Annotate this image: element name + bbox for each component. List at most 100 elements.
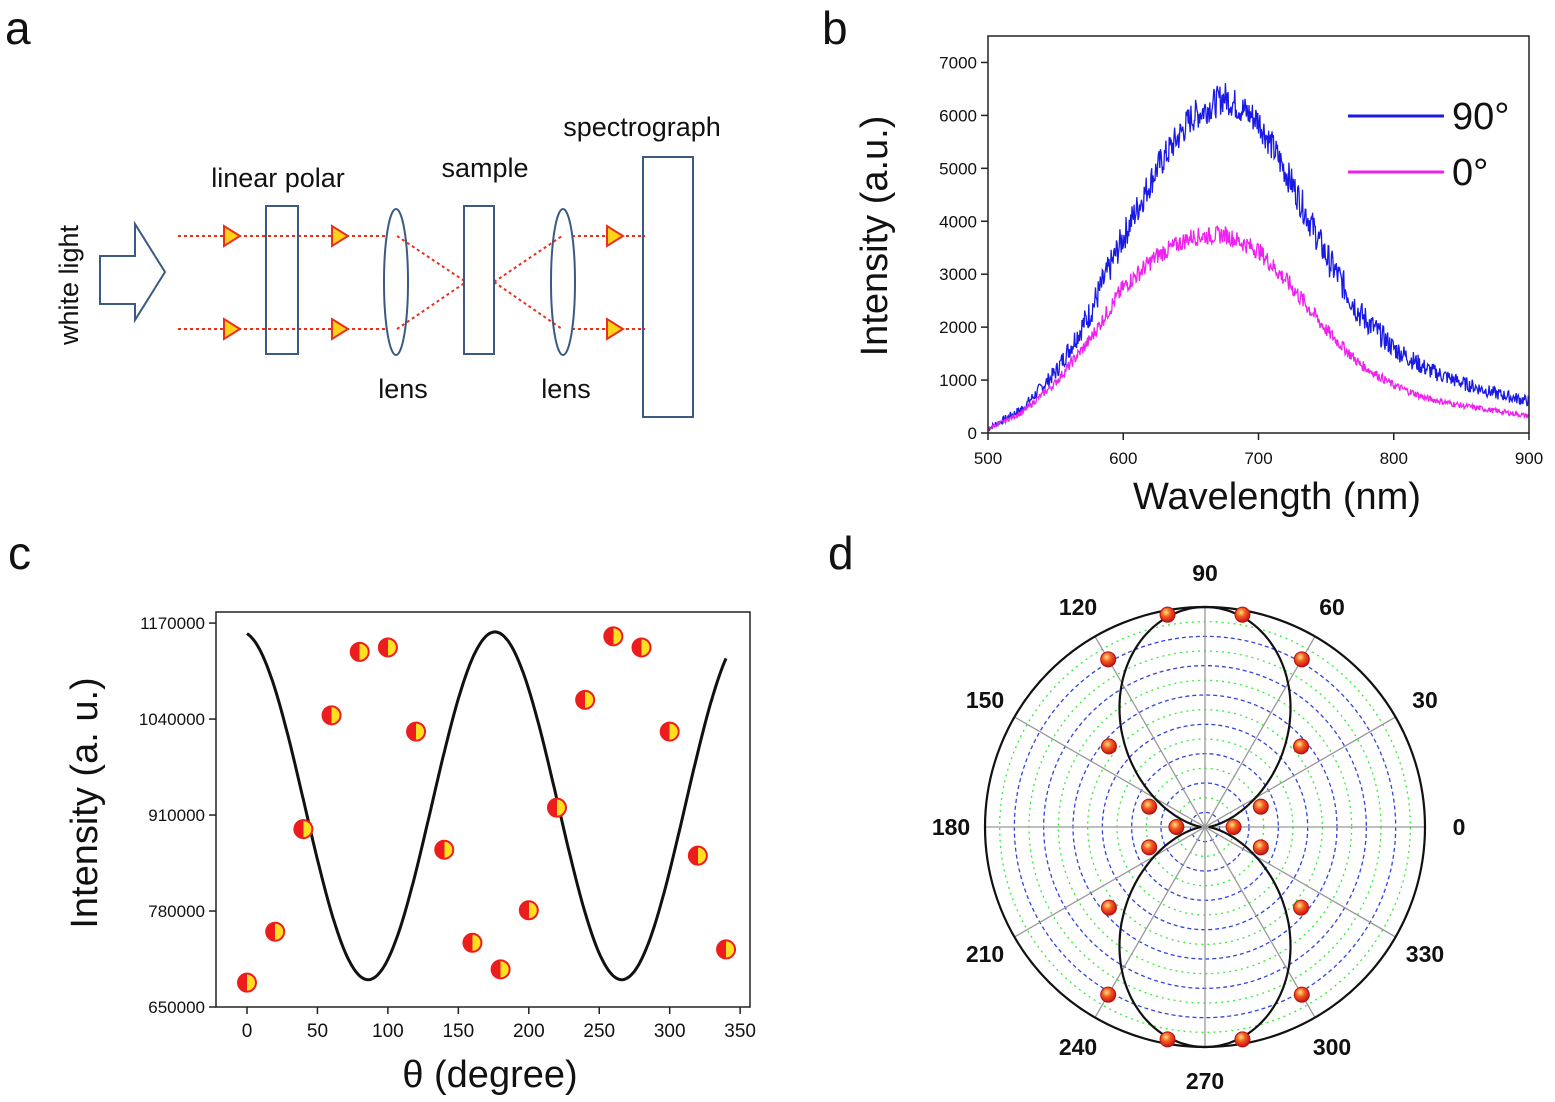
c-ytick-label: 780000 (148, 902, 205, 921)
panel-c-angle-chart: c 0 50 100 150 200 250 300 350 650000 780000 91000… (8, 527, 756, 1096)
panel-b-spectra-chart: b 500 600 700 800 900 0 1000 2000 3000 4000 5000 60… (822, 2, 1543, 518)
c-data-point (349, 641, 370, 662)
c-fit-line (246, 630, 728, 982)
d-angle-label: 0 (1453, 814, 1466, 840)
spectrograph-label: spectrograph (563, 112, 721, 142)
b-xtick-label: 500 (974, 449, 1002, 468)
d-data-point (1225, 819, 1242, 835)
c-ytick-label: 650000 (148, 998, 205, 1017)
d-angle-label: 180 (932, 814, 970, 840)
legend-label-0: 0° (1452, 152, 1488, 194)
panel-c-letter: c (8, 527, 31, 579)
d-fit-line (1118, 605, 1292, 1049)
c-data-point (518, 900, 539, 921)
c-ytick-label: 1040000 (139, 710, 205, 729)
b-ytick-label: 1000 (939, 371, 977, 390)
c-xlabel: θ (degree) (402, 1054, 577, 1096)
c-data-points (236, 626, 737, 993)
c-data-point (687, 845, 708, 866)
lens-label-1: lens (378, 374, 428, 404)
b-ytick-label: 6000 (939, 106, 977, 125)
b-ticks: 500 600 700 800 900 0 1000 2000 3000 4000 5000 6000… (939, 53, 1543, 468)
d-angle-label: 60 (1319, 594, 1345, 620)
c-xtick-label: 150 (442, 1021, 474, 1042)
b-series-line-0 (987, 83, 1530, 432)
d-angle-label: 120 (1059, 594, 1097, 620)
d-data-point (1141, 839, 1158, 856)
b-ytick-label: 5000 (939, 159, 977, 178)
d-angle-label: 300 (1313, 1034, 1351, 1060)
b-ytick-label: 7000 (939, 53, 977, 72)
c-xtick-label: 100 (372, 1021, 404, 1042)
panel-b-letter: b (822, 2, 848, 54)
c-ylabel: Intensity (a. u.) (64, 677, 106, 928)
d-angle-label: 90 (1192, 560, 1218, 586)
polarizer (265, 205, 299, 355)
c-xtick-label: 250 (583, 1021, 615, 1042)
c-data-point (434, 839, 455, 860)
c-data-point (406, 721, 427, 742)
b-xlabel: Wavelength (nm) (1133, 476, 1421, 518)
d-angle-label: 30 (1412, 687, 1438, 713)
panel-a-letter: a (5, 2, 31, 54)
c-data-point (321, 705, 342, 726)
c-xtick-label: 0 (242, 1021, 253, 1042)
panel-a-diagram: a white light linear polar sample spectr… (5, 2, 721, 418)
d-data-point (1100, 899, 1117, 916)
b-xtick-label: 800 (1380, 449, 1408, 468)
d-angle-label: 240 (1059, 1034, 1097, 1060)
d-grid-spoke (1014, 716, 1396, 938)
lens-1 (383, 208, 409, 356)
d-angle-label: 330 (1406, 941, 1444, 967)
sample-label: sample (441, 153, 528, 183)
c-data-point (603, 626, 624, 647)
linear-polar-label: linear polar (211, 163, 345, 193)
c-xtick-label: 350 (724, 1021, 756, 1042)
b-legend: 90° 0° (1348, 96, 1509, 194)
c-xtick-label: 300 (654, 1021, 686, 1042)
c-plot-frame (215, 611, 751, 1008)
c-data-point (236, 972, 257, 993)
c-data-point (659, 721, 680, 742)
d-data-point (1159, 1031, 1176, 1048)
beam-lines (178, 235, 645, 330)
c-ticks: 0 50 100 150 200 250 300 350 650000 780000 910000 1… (139, 614, 756, 1042)
d-data-point (1252, 798, 1269, 815)
c-data-point (490, 959, 511, 980)
d-data-point (1293, 899, 1310, 916)
c-data-point (546, 797, 567, 818)
b-ytick-label: 0 (968, 424, 977, 443)
d-angle-labels: 0 30 60 90 120 150 180 210 240 270 300 330 (932, 560, 1466, 1094)
c-xtick-label: 50 (307, 1021, 328, 1042)
c-data-point (575, 689, 596, 710)
lens-label-2: lens (541, 374, 591, 404)
d-polar-grid (983, 605, 1427, 1049)
d-angle-label: 150 (966, 687, 1004, 713)
d-data-point (1100, 986, 1117, 1003)
c-fit-curve (246, 630, 728, 982)
d-data-point (1100, 738, 1117, 755)
spectrograph-box (642, 156, 694, 418)
d-data-point (1159, 606, 1176, 623)
c-xtick-label: 200 (513, 1021, 545, 1042)
c-data-point (462, 932, 483, 953)
b-series-line-1 (987, 224, 1530, 431)
d-data-point (1141, 798, 1158, 815)
b-xtick-label: 900 (1515, 449, 1543, 468)
b-ytick-label: 3000 (939, 265, 977, 284)
b-xtick-label: 700 (1244, 449, 1272, 468)
sample-slab (463, 205, 495, 355)
white-light-label: white light (54, 224, 84, 346)
c-ytick-label: 1170000 (140, 614, 205, 633)
panel-d-polar-chart: d 0 30 60 90 120 150 180 210 240 270 300 330 (828, 527, 1465, 1094)
c-data-point (716, 939, 737, 960)
b-series-lines (987, 83, 1530, 432)
d-data-point (1234, 606, 1251, 623)
b-xtick-label: 600 (1109, 449, 1137, 468)
d-angle-label: 210 (966, 941, 1004, 967)
c-data-point (265, 921, 286, 942)
b-ylabel: Intensity (a.u.) (854, 116, 896, 357)
input-arrow (99, 220, 167, 324)
d-data-point (1168, 819, 1185, 835)
